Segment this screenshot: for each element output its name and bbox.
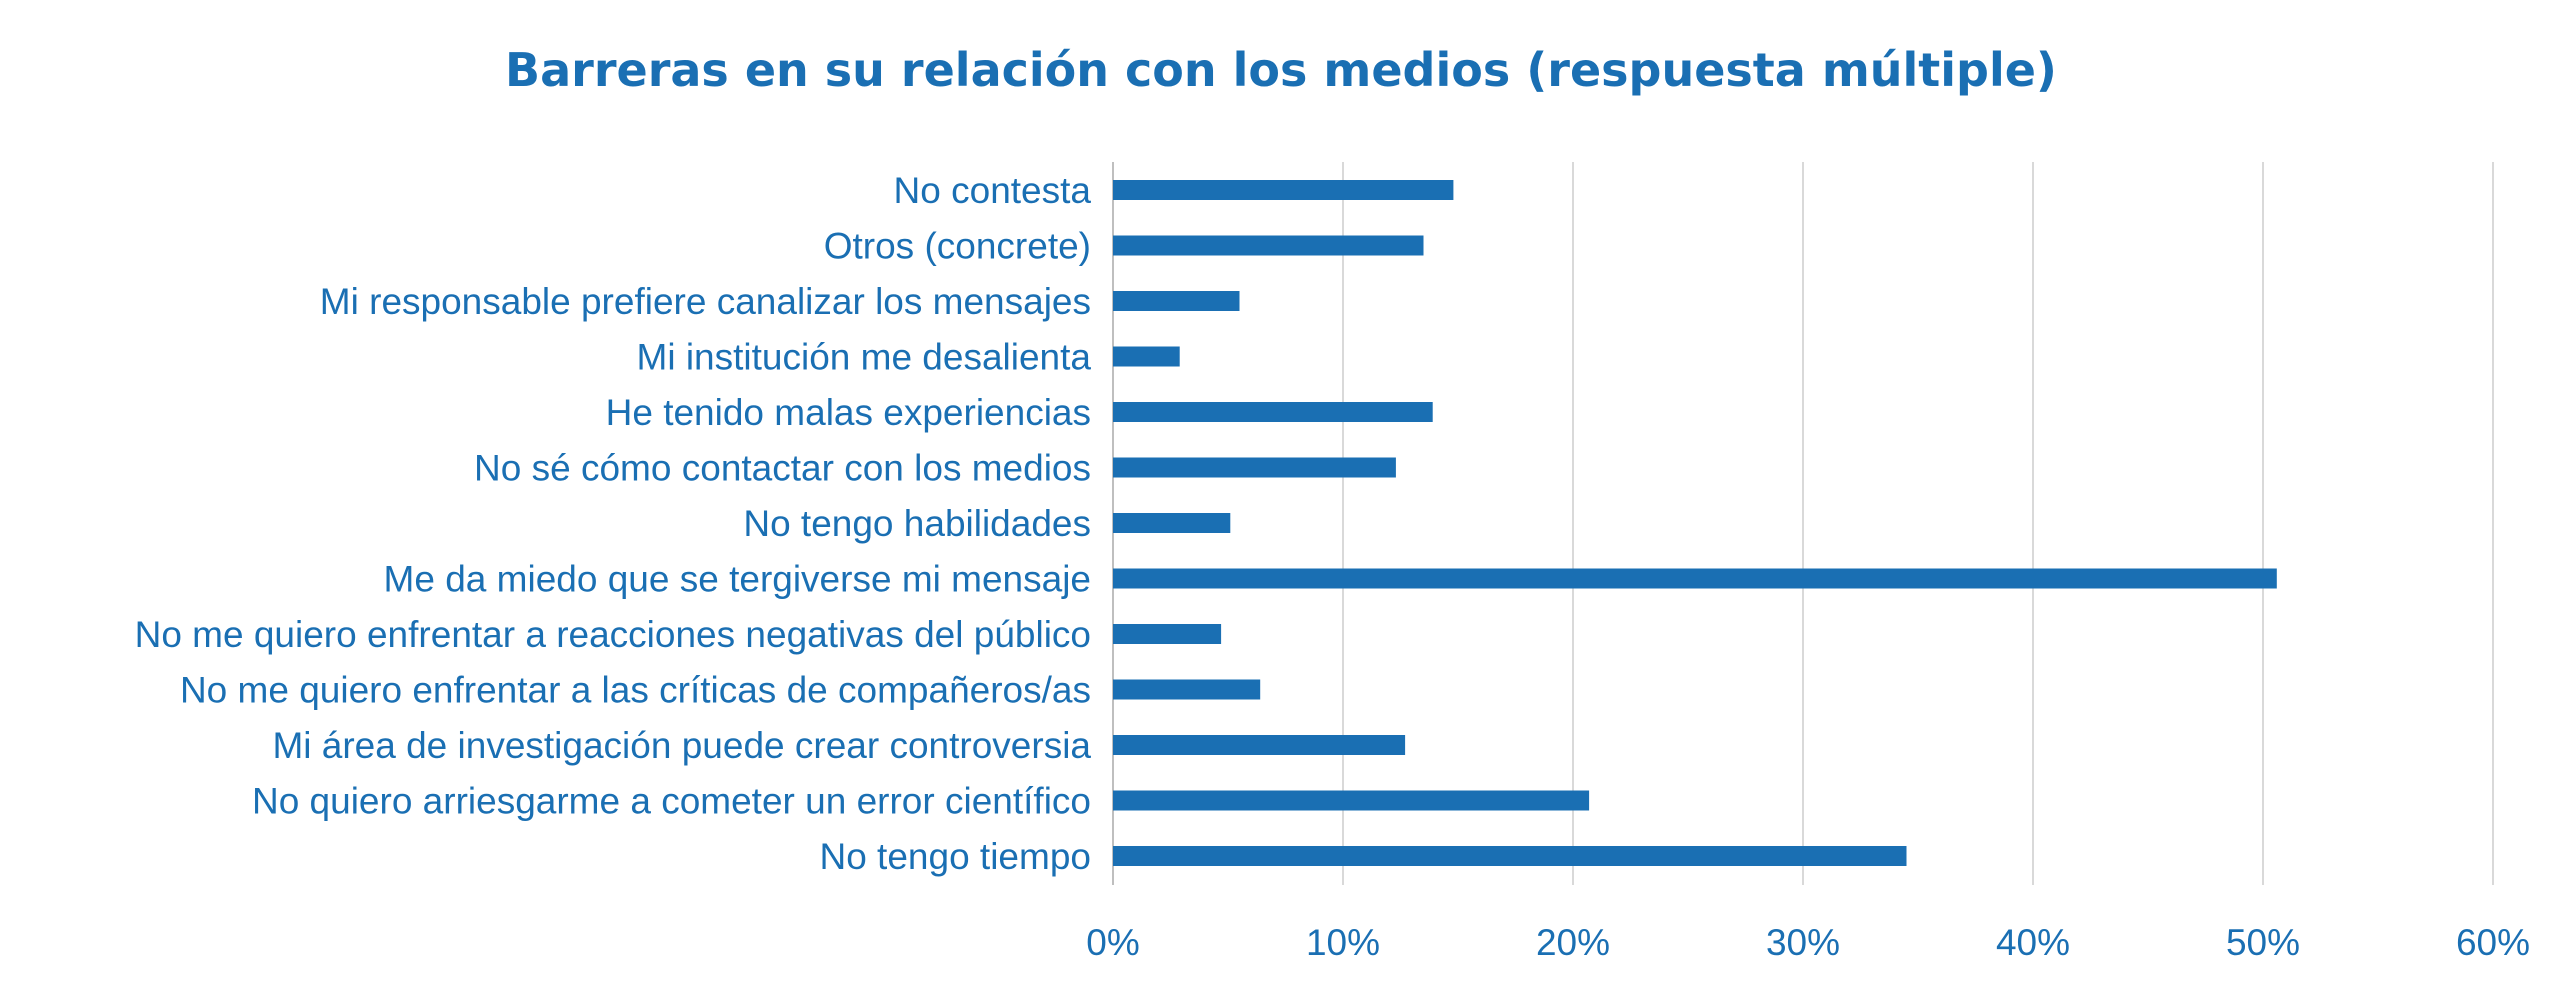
x-tick-labels: 0% 10% 20% 30% 40% 50% 60%	[1086, 922, 2530, 963]
x-tick-label: 0%	[1086, 922, 1139, 963]
category-labels: No contesta Otros (concrete) Mi responsabl…	[135, 170, 1092, 877]
category-label: No quiero arriesgarme a cometer un error…	[252, 781, 1091, 822]
gridlines	[1112, 162, 2494, 885]
category-label: Mi responsable prefiere canalizar los me…	[320, 281, 1091, 322]
x-tick-label: 60%	[2456, 922, 2530, 963]
bar	[1113, 679, 1261, 700]
bar	[1113, 291, 1240, 311]
x-tick-label: 30%	[1766, 922, 1840, 963]
category-label: Otros (concrete)	[824, 226, 1091, 267]
x-tick-label: 20%	[1536, 922, 1610, 963]
bar	[1113, 402, 1433, 422]
bars	[1113, 180, 2277, 866]
bar	[1113, 346, 1180, 367]
category-label: Me da miedo que se tergiverse mi mensaje	[384, 559, 1091, 600]
bar	[1113, 624, 1222, 644]
category-label: He tenido malas experiencias	[606, 392, 1091, 433]
bar	[1113, 180, 1454, 200]
bar	[1113, 790, 1590, 811]
category-label: No me quiero enfrentar a reacciones nega…	[135, 614, 1091, 655]
category-label: No tengo habilidades	[743, 503, 1091, 544]
bar	[1113, 457, 1396, 478]
x-tick-label: 50%	[2226, 922, 2300, 963]
bar	[1113, 846, 1907, 866]
bar	[1113, 735, 1406, 755]
bar	[1113, 513, 1231, 533]
category-label: No sé cómo contactar con los medios	[474, 448, 1091, 489]
category-label: No contesta	[894, 170, 1092, 211]
bar	[1113, 235, 1424, 256]
category-label: No me quiero enfrentar a las críticas de…	[180, 670, 1091, 711]
category-label: No tengo tiempo	[819, 836, 1091, 877]
chart-title: Barreras en su relación con los medios (…	[505, 43, 2057, 97]
bar	[1113, 568, 2277, 589]
x-tick-label: 10%	[1306, 922, 1380, 963]
x-tick-label: 40%	[1996, 922, 2070, 963]
category-label: Mi área de investigación puede crear con…	[272, 725, 1091, 766]
category-label: Mi institución me desalienta	[637, 337, 1092, 378]
